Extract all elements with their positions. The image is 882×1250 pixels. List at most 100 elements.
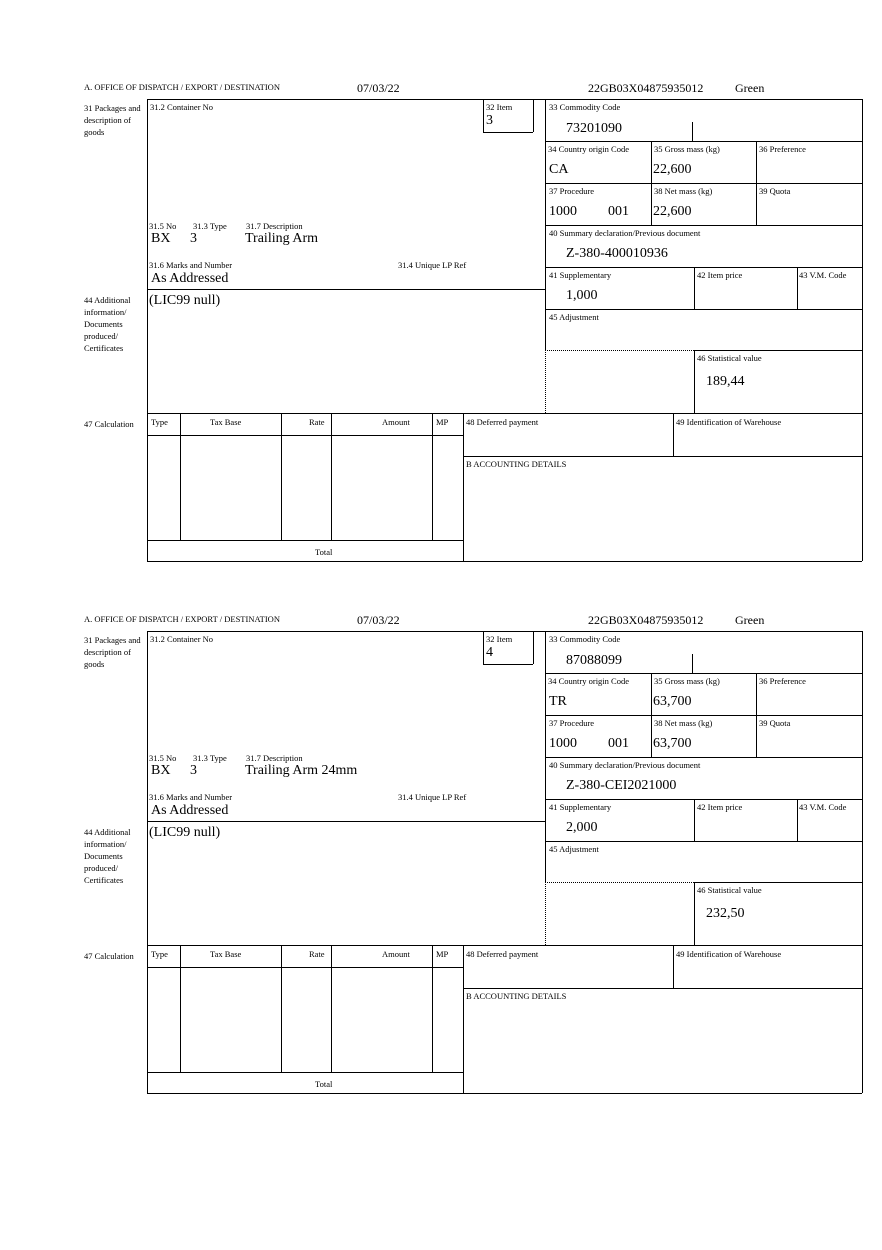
package-count: 3 bbox=[190, 763, 197, 778]
form-rule bbox=[545, 141, 862, 142]
form-rule bbox=[545, 309, 862, 310]
procedure: 1000 bbox=[549, 204, 577, 219]
office-label: A. OFFICE OF DISPATCH / EXPORT / DESTINA… bbox=[84, 614, 280, 624]
dotted-rule bbox=[545, 882, 546, 945]
dotted-rule bbox=[545, 882, 694, 883]
form-rule bbox=[147, 631, 862, 632]
form-rule bbox=[862, 99, 863, 561]
box46-label: 46 Statistical value bbox=[697, 885, 762, 895]
form-rule bbox=[692, 122, 693, 141]
box45-label: 45 Adjustment bbox=[549, 312, 599, 322]
form-rule bbox=[545, 841, 862, 842]
box31-4-label: 31.4 Unique LP Ref bbox=[398, 792, 467, 802]
procedure-additional: 001 bbox=[608, 736, 629, 751]
form-rule bbox=[797, 267, 798, 309]
box47-label: 47 Calculation bbox=[84, 951, 134, 961]
form-rule bbox=[673, 945, 674, 988]
total-label: Total bbox=[315, 547, 333, 557]
box35-label: 35 Gross mass (kg) bbox=[654, 676, 720, 686]
form-rule bbox=[147, 413, 862, 414]
form-rule bbox=[694, 350, 695, 413]
date: 07/03/22 bbox=[357, 613, 400, 627]
form-rule bbox=[147, 821, 545, 822]
additional-info: (LIC99 null) bbox=[149, 825, 221, 840]
form-rule bbox=[281, 945, 282, 1072]
box48-label: 48 Deferred payment bbox=[466, 949, 539, 959]
form-rule bbox=[432, 945, 433, 1072]
reference-number: 22GB03X04875935012 bbox=[588, 81, 704, 95]
form-rule bbox=[694, 267, 695, 309]
form-rule bbox=[463, 988, 862, 989]
form-rule bbox=[147, 99, 148, 561]
box42-label: 42 Item price bbox=[697, 802, 743, 812]
net-mass: 22,600 bbox=[653, 204, 692, 219]
commodity-code: 87088099 bbox=[566, 653, 622, 668]
accounting-details-label: B ACCOUNTING DETAILS bbox=[466, 991, 567, 1001]
calc-header-rate: Rate bbox=[309, 417, 325, 427]
form-rule bbox=[545, 183, 862, 184]
form-rule bbox=[862, 631, 863, 1093]
calc-header-rate: Rate bbox=[309, 949, 325, 959]
form-rule bbox=[147, 435, 463, 436]
status: Green bbox=[735, 81, 765, 95]
calc-header-mp: MP bbox=[436, 949, 449, 959]
form-rule bbox=[545, 267, 862, 268]
form-rule bbox=[147, 1093, 862, 1094]
box31-2-label: 31.2 Container No bbox=[150, 634, 214, 644]
form-rule bbox=[463, 945, 464, 1093]
form-rule bbox=[545, 715, 862, 716]
calc-header-tax-base: Tax Base bbox=[210, 949, 242, 959]
statistical-value: 189,44 bbox=[706, 374, 745, 389]
form-rule bbox=[483, 631, 484, 664]
reference-number: 22GB03X04875935012 bbox=[588, 613, 704, 627]
form-rule bbox=[545, 99, 546, 350]
box37-label: 37 Procedure bbox=[549, 718, 595, 728]
box32-label: 32 Item bbox=[486, 634, 513, 644]
package-kind: BX bbox=[151, 763, 171, 778]
box34-label: 34 Country origin Code bbox=[548, 676, 629, 686]
supplementary: 2,000 bbox=[566, 820, 598, 835]
calc-header-type: Type bbox=[151, 949, 168, 959]
declaration-item-block: A. OFFICE OF DISPATCH / EXPORT / DESTINA… bbox=[0, 0, 882, 562]
form-rule bbox=[483, 664, 533, 665]
form-rule bbox=[147, 631, 148, 1093]
form-rule bbox=[483, 99, 484, 132]
form-rule bbox=[673, 413, 674, 456]
item-number: 3 bbox=[486, 113, 493, 128]
box31-6-label: 31.6 Marks and Number bbox=[149, 260, 233, 270]
office-label: A. OFFICE OF DISPATCH / EXPORT / DESTINA… bbox=[84, 82, 280, 92]
calc-header-tax-base: Tax Base bbox=[210, 417, 242, 427]
box33-label: 33 Commodity Code bbox=[549, 102, 621, 112]
form-rule bbox=[545, 631, 546, 882]
form-rule bbox=[651, 141, 652, 225]
procedure-additional: 001 bbox=[608, 204, 629, 219]
form-rule bbox=[147, 945, 862, 946]
marks: As Addressed bbox=[151, 271, 229, 286]
statistical-value: 232,50 bbox=[706, 906, 745, 921]
box31-5-label: 31.5 No bbox=[149, 221, 177, 231]
net-mass: 63,700 bbox=[653, 736, 692, 751]
form-rule bbox=[692, 654, 693, 673]
form-rule bbox=[545, 673, 862, 674]
country-origin: TR bbox=[549, 694, 567, 709]
gross-mass: 22,600 bbox=[653, 162, 692, 177]
form-rule bbox=[463, 456, 862, 457]
calc-header-mp: MP bbox=[436, 417, 449, 427]
box36-label: 36 Preference bbox=[759, 676, 806, 686]
form-rule bbox=[694, 799, 695, 841]
form-rule bbox=[147, 1072, 463, 1073]
date: 07/03/22 bbox=[357, 81, 400, 95]
form-rule bbox=[147, 540, 463, 541]
calc-header-amount: Amount bbox=[382, 417, 410, 427]
form-rule bbox=[331, 945, 332, 1072]
calc-header-type: Type bbox=[151, 417, 168, 427]
box49-label: 49 Identification of Warehouse bbox=[676, 417, 782, 427]
form-rule bbox=[180, 945, 181, 1072]
box41-label: 41 Supplementary bbox=[549, 270, 612, 280]
form-rule bbox=[463, 413, 464, 561]
box38-label: 38 Net mass (kg) bbox=[654, 186, 713, 196]
form-rule bbox=[694, 350, 862, 351]
box31-6-label: 31.6 Marks and Number bbox=[149, 792, 233, 802]
box46-label: 46 Statistical value bbox=[697, 353, 762, 363]
